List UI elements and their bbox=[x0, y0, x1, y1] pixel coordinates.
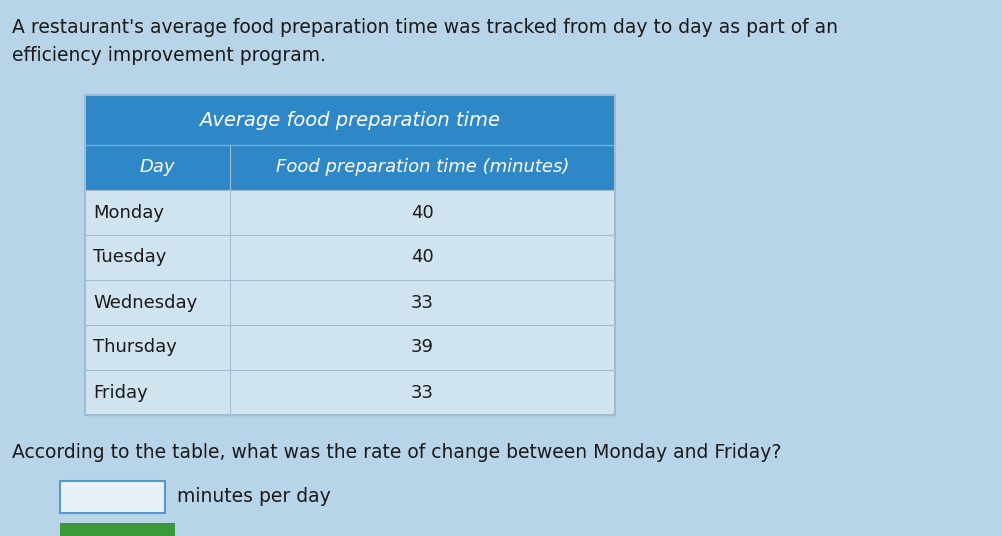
Bar bbox=[230, 370, 615, 415]
Text: 39: 39 bbox=[411, 339, 434, 356]
Bar bbox=[85, 325, 230, 370]
Text: 33: 33 bbox=[411, 383, 434, 401]
Text: Day: Day bbox=[139, 159, 175, 176]
Bar bbox=[230, 280, 615, 325]
Text: Monday: Monday bbox=[93, 204, 164, 221]
Text: 40: 40 bbox=[411, 204, 434, 221]
Text: Tuesday: Tuesday bbox=[93, 249, 166, 266]
Text: Thursday: Thursday bbox=[93, 339, 177, 356]
Bar bbox=[230, 145, 615, 190]
Bar bbox=[60, 481, 165, 513]
Bar bbox=[85, 235, 230, 280]
Bar bbox=[85, 370, 230, 415]
Text: A restaurant's average food preparation time was tracked from day to day as part: A restaurant's average food preparation … bbox=[12, 18, 838, 65]
Bar bbox=[85, 280, 230, 325]
Text: 33: 33 bbox=[411, 294, 434, 311]
Bar bbox=[60, 523, 175, 536]
Text: Average food preparation time: Average food preparation time bbox=[199, 110, 501, 130]
Bar bbox=[85, 95, 615, 415]
Text: Friday: Friday bbox=[93, 383, 147, 401]
Bar bbox=[85, 190, 230, 235]
Bar bbox=[85, 95, 615, 145]
Bar bbox=[230, 190, 615, 235]
Text: minutes per day: minutes per day bbox=[177, 488, 331, 507]
Text: Wednesday: Wednesday bbox=[93, 294, 197, 311]
Text: According to the table, what was the rate of change between Monday and Friday?: According to the table, what was the rat… bbox=[12, 443, 782, 462]
Bar bbox=[230, 235, 615, 280]
Text: Food preparation time (minutes): Food preparation time (minutes) bbox=[276, 159, 569, 176]
Bar bbox=[85, 145, 230, 190]
Bar bbox=[230, 325, 615, 370]
Text: 40: 40 bbox=[411, 249, 434, 266]
